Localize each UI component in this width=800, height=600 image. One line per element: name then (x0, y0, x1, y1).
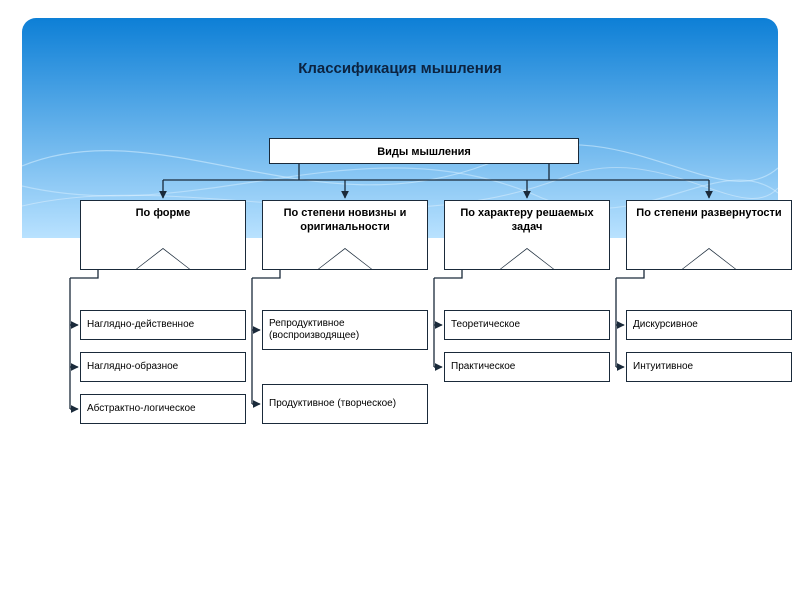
item-label: Продуктивное (творческое) (269, 398, 396, 410)
item-box: Наглядно-действенное (80, 310, 246, 340)
item-label: Репродуктивное (воспроизводящее) (269, 318, 421, 342)
item-box: Практическое (444, 352, 610, 382)
item-label: Теоретическое (451, 319, 520, 331)
category-label: По характеру решаемых задач (445, 201, 609, 235)
diagram-title: Классификация мышления (0, 60, 800, 77)
item-box: Теоретическое (444, 310, 610, 340)
item-box: Дискурсивное (626, 310, 792, 340)
item-label: Практическое (451, 361, 515, 373)
category-label: По форме (81, 201, 245, 221)
category-label: По степени новизны и оригинальности (263, 201, 427, 235)
category-novelty: По степени новизны и оригинальности (262, 200, 428, 270)
item-box: Репродуктивное (воспроизводящее) (262, 310, 428, 350)
item-box: Абстрактно-логическое (80, 394, 246, 424)
category-form: По форме (80, 200, 246, 270)
item-box: Наглядно-образное (80, 352, 246, 382)
item-label: Интуитивное (633, 361, 693, 373)
item-box: Интуитивное (626, 352, 792, 382)
root-node: Виды мышления (269, 138, 579, 164)
item-label: Дискурсивное (633, 319, 698, 331)
category-tasks: По характеру решаемых задач (444, 200, 610, 270)
item-label: Наглядно-действенное (87, 319, 194, 331)
category-label: По степени развернутости (627, 201, 791, 221)
item-label: Абстрактно-логическое (87, 403, 196, 415)
item-label: Наглядно-образное (87, 361, 178, 373)
root-label: Виды мышления (377, 146, 471, 158)
category-unfold: По степени развернутости (626, 200, 792, 270)
item-box: Продуктивное (творческое) (262, 384, 428, 424)
